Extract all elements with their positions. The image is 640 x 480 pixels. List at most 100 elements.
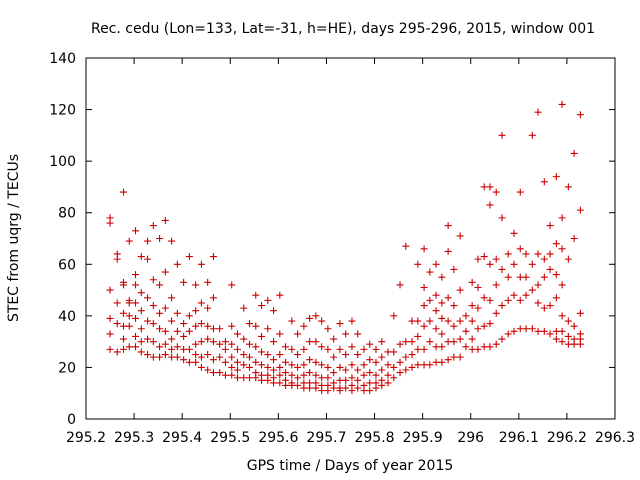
- data-point: [149, 338, 157, 346]
- data-point: [498, 265, 506, 273]
- data-point: [137, 325, 145, 333]
- data-point: [312, 338, 320, 346]
- data-point: [197, 353, 205, 361]
- data-point: [516, 188, 524, 196]
- data-point: [228, 322, 236, 330]
- data-point: [498, 302, 506, 310]
- data-point: [354, 376, 362, 384]
- x-tick-label: 295.7: [306, 430, 346, 446]
- x-tick-label: 296: [457, 430, 484, 446]
- data-point: [348, 387, 356, 395]
- x-tick-label: 296.1: [499, 430, 539, 446]
- x-tick-label: 295.9: [403, 430, 443, 446]
- data-point: [125, 299, 133, 307]
- data-point: [498, 131, 506, 139]
- data-point: [486, 260, 494, 268]
- plot-area-frame: [85, 57, 616, 420]
- data-point: [378, 353, 386, 361]
- data-point: [270, 379, 278, 387]
- data-point: [450, 338, 458, 346]
- data-point: [552, 240, 560, 248]
- axes: 295.2 295.3 295.4 295.5 295.6 295.7 295.8 295.9…: [49, 51, 635, 446]
- data-point: [480, 253, 488, 261]
- data-point: [354, 330, 362, 338]
- data-point: [354, 351, 362, 359]
- data-point: [378, 381, 386, 389]
- data-point: [125, 312, 133, 320]
- data-point: [444, 247, 452, 255]
- data-point: [192, 322, 200, 330]
- x-tick-label: 296.2: [547, 430, 587, 446]
- data-point: [324, 363, 332, 371]
- data-point: [552, 335, 560, 343]
- data-point: [240, 361, 248, 369]
- data-point: [312, 358, 320, 366]
- data-point: [522, 273, 530, 281]
- data-point: [192, 307, 200, 315]
- data-point: [276, 291, 284, 299]
- data-point: [552, 294, 560, 302]
- data-point: [498, 214, 506, 222]
- data-point: [438, 343, 446, 351]
- data-point: [444, 222, 452, 230]
- data-point: [282, 343, 290, 351]
- data-point: [510, 260, 518, 268]
- data-point: [342, 376, 350, 384]
- data-point: [534, 299, 542, 307]
- data-point: [444, 294, 452, 302]
- data-point: [546, 250, 554, 258]
- data-point: [504, 330, 512, 338]
- data-point: [113, 299, 121, 307]
- data-point: [420, 245, 428, 253]
- data-point: [528, 131, 536, 139]
- data-point: [324, 325, 332, 333]
- data-point: [438, 314, 446, 322]
- data-point: [570, 322, 578, 330]
- data-point: [168, 335, 176, 343]
- x-tick-label: 295.4: [162, 430, 202, 446]
- data-point: [492, 281, 500, 289]
- data-point: [414, 361, 422, 369]
- data-point: [564, 332, 572, 340]
- data-point: [480, 322, 488, 330]
- data-point: [270, 356, 278, 364]
- data-point: [156, 235, 164, 242]
- data-point: [149, 353, 157, 361]
- data-point: [294, 330, 302, 338]
- data-point: [432, 291, 440, 299]
- data-point: [233, 358, 241, 366]
- data-point: [402, 366, 410, 374]
- data-point: [438, 358, 446, 366]
- data-point: [348, 343, 356, 351]
- data-point: [306, 314, 314, 322]
- data-point: [209, 325, 217, 333]
- data-point: [504, 250, 512, 258]
- data-point: [185, 358, 193, 366]
- data-point: [318, 317, 326, 325]
- data-point: [264, 296, 272, 304]
- data-point: [120, 281, 128, 289]
- data-point: [468, 302, 476, 310]
- data-point: [137, 253, 145, 261]
- data-point: [282, 358, 290, 366]
- data-point: [540, 178, 548, 186]
- y-tick-label: 40: [58, 309, 76, 325]
- data-point: [366, 356, 374, 364]
- data-point: [106, 330, 114, 338]
- data-point: [173, 343, 181, 351]
- data-point: [185, 327, 193, 335]
- data-point: [192, 351, 200, 359]
- data-point: [468, 317, 476, 325]
- x-tick-label: 296.3: [595, 430, 635, 446]
- data-point: [276, 363, 284, 371]
- data-point: [137, 338, 145, 346]
- data-point: [246, 363, 254, 371]
- data-point: [546, 330, 554, 338]
- data-point: [252, 343, 260, 351]
- data-point: [106, 345, 114, 353]
- data-point: [144, 255, 152, 263]
- data-point: [492, 340, 500, 348]
- data-point: [456, 317, 464, 325]
- data-point: [402, 242, 410, 250]
- data-point: [522, 250, 530, 258]
